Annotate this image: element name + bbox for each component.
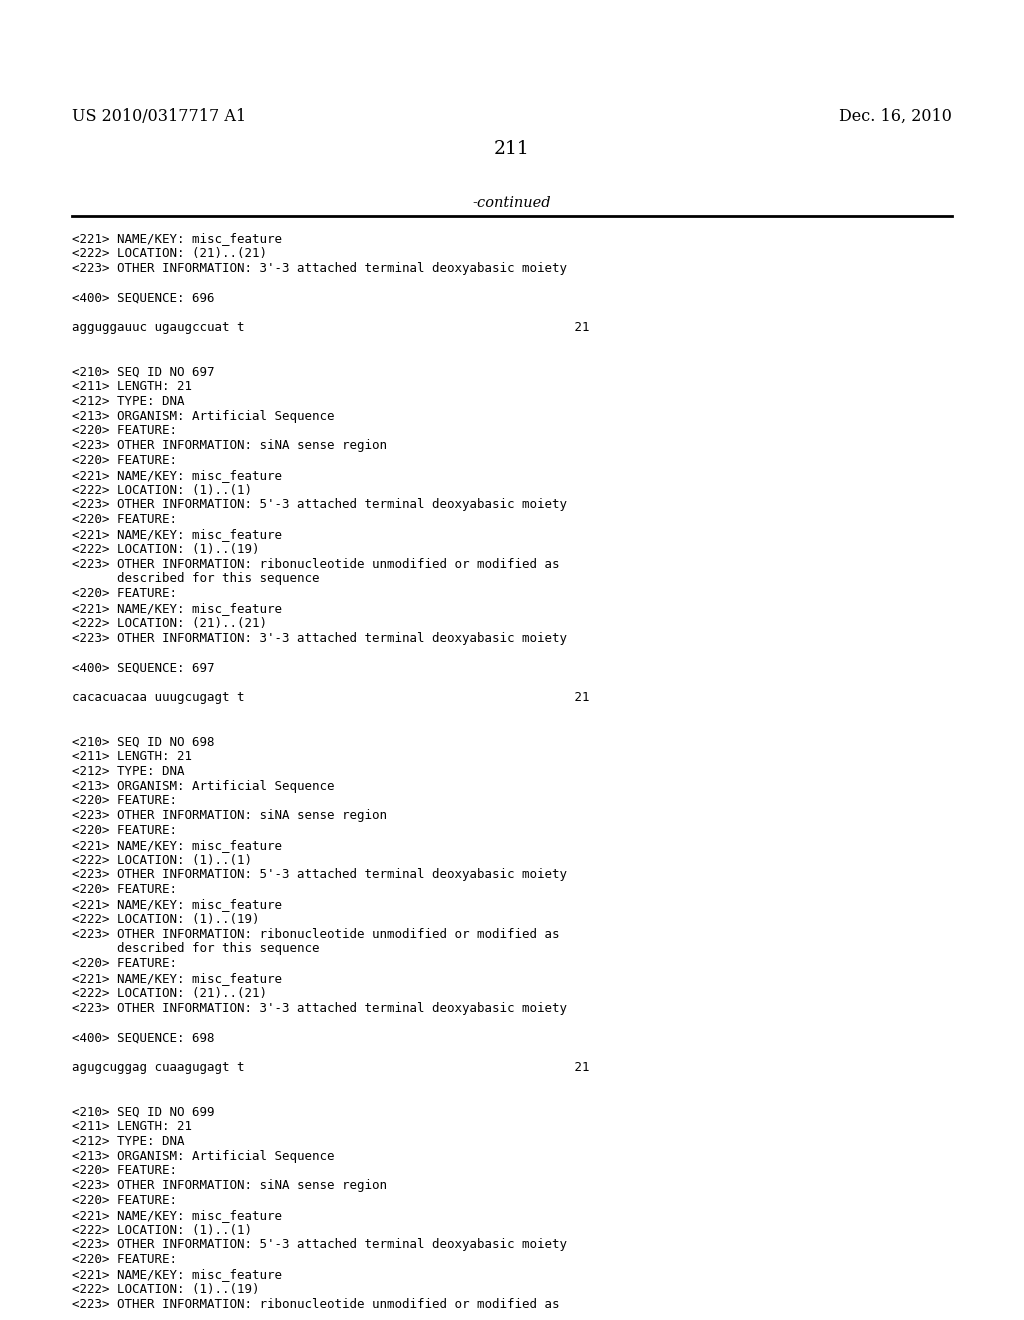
Text: <400> SEQUENCE: 698: <400> SEQUENCE: 698 (72, 1031, 214, 1044)
Text: <211> LENGTH: 21: <211> LENGTH: 21 (72, 1119, 193, 1133)
Text: agguggauuc ugaugccuat t                                            21: agguggauuc ugaugccuat t 21 (72, 321, 590, 334)
Text: <222> LOCATION: (1)..(1): <222> LOCATION: (1)..(1) (72, 483, 252, 496)
Text: <223> OTHER INFORMATION: ribonucleotide unmodified or modified as: <223> OTHER INFORMATION: ribonucleotide … (72, 928, 559, 941)
Text: <220> FEATURE:: <220> FEATURE: (72, 587, 177, 601)
Text: <213> ORGANISM: Artificial Sequence: <213> ORGANISM: Artificial Sequence (72, 409, 335, 422)
Text: <222> LOCATION: (1)..(19): <222> LOCATION: (1)..(19) (72, 543, 259, 556)
Text: <220> FEATURE:: <220> FEATURE: (72, 1164, 177, 1177)
Text: <223> OTHER INFORMATION: siNA sense region: <223> OTHER INFORMATION: siNA sense regi… (72, 809, 387, 822)
Text: <223> OTHER INFORMATION: ribonucleotide unmodified or modified as: <223> OTHER INFORMATION: ribonucleotide … (72, 557, 559, 570)
Text: <221> NAME/KEY: misc_feature: <221> NAME/KEY: misc_feature (72, 469, 282, 482)
Text: <223> OTHER INFORMATION: siNA sense region: <223> OTHER INFORMATION: siNA sense regi… (72, 1179, 387, 1192)
Text: <400> SEQUENCE: 697: <400> SEQUENCE: 697 (72, 661, 214, 675)
Text: <220> FEATURE:: <220> FEATURE: (72, 454, 177, 467)
Text: <212> TYPE: DNA: <212> TYPE: DNA (72, 395, 184, 408)
Text: <222> LOCATION: (21)..(21): <222> LOCATION: (21)..(21) (72, 247, 267, 260)
Text: <220> FEATURE:: <220> FEATURE: (72, 883, 177, 896)
Text: <222> LOCATION: (1)..(19): <222> LOCATION: (1)..(19) (72, 913, 259, 925)
Text: Dec. 16, 2010: Dec. 16, 2010 (839, 108, 952, 125)
Text: <221> NAME/KEY: misc_feature: <221> NAME/KEY: misc_feature (72, 232, 282, 246)
Text: 211: 211 (495, 140, 529, 158)
Text: -continued: -continued (473, 195, 551, 210)
Text: <221> NAME/KEY: misc_feature: <221> NAME/KEY: misc_feature (72, 1269, 282, 1280)
Text: cacacuacaa uuugcugagt t                                            21: cacacuacaa uuugcugagt t 21 (72, 690, 590, 704)
Text: <222> LOCATION: (1)..(1): <222> LOCATION: (1)..(1) (72, 1224, 252, 1237)
Text: described for this sequence: described for this sequence (72, 942, 319, 956)
Text: <211> LENGTH: 21: <211> LENGTH: 21 (72, 380, 193, 393)
Text: <223> OTHER INFORMATION: 5'-3 attached terminal deoxyabasic moiety: <223> OTHER INFORMATION: 5'-3 attached t… (72, 499, 567, 511)
Text: <212> TYPE: DNA: <212> TYPE: DNA (72, 1135, 184, 1148)
Text: agugcuggag cuaagugagt t                                            21: agugcuggag cuaagugagt t 21 (72, 1061, 590, 1073)
Text: <400> SEQUENCE: 696: <400> SEQUENCE: 696 (72, 292, 214, 304)
Text: <223> OTHER INFORMATION: 5'-3 attached terminal deoxyabasic moiety: <223> OTHER INFORMATION: 5'-3 attached t… (72, 869, 567, 882)
Text: <211> LENGTH: 21: <211> LENGTH: 21 (72, 750, 193, 763)
Text: <223> OTHER INFORMATION: 5'-3 attached terminal deoxyabasic moiety: <223> OTHER INFORMATION: 5'-3 attached t… (72, 1238, 567, 1251)
Text: described for this sequence: described for this sequence (72, 573, 319, 585)
Text: <223> OTHER INFORMATION: 3'-3 attached terminal deoxyabasic moiety: <223> OTHER INFORMATION: 3'-3 attached t… (72, 1002, 567, 1015)
Text: <213> ORGANISM: Artificial Sequence: <213> ORGANISM: Artificial Sequence (72, 780, 335, 792)
Text: <220> FEATURE:: <220> FEATURE: (72, 795, 177, 808)
Text: <220> FEATURE:: <220> FEATURE: (72, 957, 177, 970)
Text: <210> SEQ ID NO 698: <210> SEQ ID NO 698 (72, 735, 214, 748)
Text: <222> LOCATION: (21)..(21): <222> LOCATION: (21)..(21) (72, 616, 267, 630)
Text: US 2010/0317717 A1: US 2010/0317717 A1 (72, 108, 246, 125)
Text: <210> SEQ ID NO 699: <210> SEQ ID NO 699 (72, 1105, 214, 1118)
Text: <223> OTHER INFORMATION: 3'-3 attached terminal deoxyabasic moiety: <223> OTHER INFORMATION: 3'-3 attached t… (72, 631, 567, 644)
Text: <220> FEATURE:: <220> FEATURE: (72, 1195, 177, 1206)
Text: <220> FEATURE:: <220> FEATURE: (72, 425, 177, 437)
Text: <221> NAME/KEY: misc_feature: <221> NAME/KEY: misc_feature (72, 898, 282, 911)
Text: <210> SEQ ID NO 697: <210> SEQ ID NO 697 (72, 366, 214, 379)
Text: <221> NAME/KEY: misc_feature: <221> NAME/KEY: misc_feature (72, 972, 282, 985)
Text: <222> LOCATION: (21)..(21): <222> LOCATION: (21)..(21) (72, 987, 267, 999)
Text: <222> LOCATION: (1)..(19): <222> LOCATION: (1)..(19) (72, 1283, 259, 1296)
Text: <213> ORGANISM: Artificial Sequence: <213> ORGANISM: Artificial Sequence (72, 1150, 335, 1163)
Text: <223> OTHER INFORMATION: siNA sense region: <223> OTHER INFORMATION: siNA sense regi… (72, 440, 387, 453)
Text: <223> OTHER INFORMATION: ribonucleotide unmodified or modified as: <223> OTHER INFORMATION: ribonucleotide … (72, 1298, 559, 1311)
Text: <222> LOCATION: (1)..(1): <222> LOCATION: (1)..(1) (72, 854, 252, 867)
Text: <221> NAME/KEY: misc_feature: <221> NAME/KEY: misc_feature (72, 528, 282, 541)
Text: <220> FEATURE:: <220> FEATURE: (72, 513, 177, 527)
Text: <220> FEATURE:: <220> FEATURE: (72, 1253, 177, 1266)
Text: <220> FEATURE:: <220> FEATURE: (72, 824, 177, 837)
Text: <212> TYPE: DNA: <212> TYPE: DNA (72, 764, 184, 777)
Text: <221> NAME/KEY: misc_feature: <221> NAME/KEY: misc_feature (72, 1209, 282, 1222)
Text: <221> NAME/KEY: misc_feature: <221> NAME/KEY: misc_feature (72, 602, 282, 615)
Text: <221> NAME/KEY: misc_feature: <221> NAME/KEY: misc_feature (72, 838, 282, 851)
Text: <223> OTHER INFORMATION: 3'-3 attached terminal deoxyabasic moiety: <223> OTHER INFORMATION: 3'-3 attached t… (72, 261, 567, 275)
